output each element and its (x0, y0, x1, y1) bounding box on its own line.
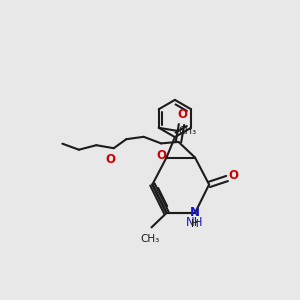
Text: CH₃: CH₃ (178, 126, 196, 136)
Text: O: O (105, 153, 115, 166)
Text: NH: NH (186, 216, 204, 230)
Text: O: O (177, 108, 187, 121)
Text: H: H (191, 219, 199, 230)
Text: O: O (156, 149, 166, 162)
Text: N: N (190, 206, 200, 220)
Text: CH₃: CH₃ (140, 234, 160, 244)
Text: O: O (229, 169, 238, 182)
